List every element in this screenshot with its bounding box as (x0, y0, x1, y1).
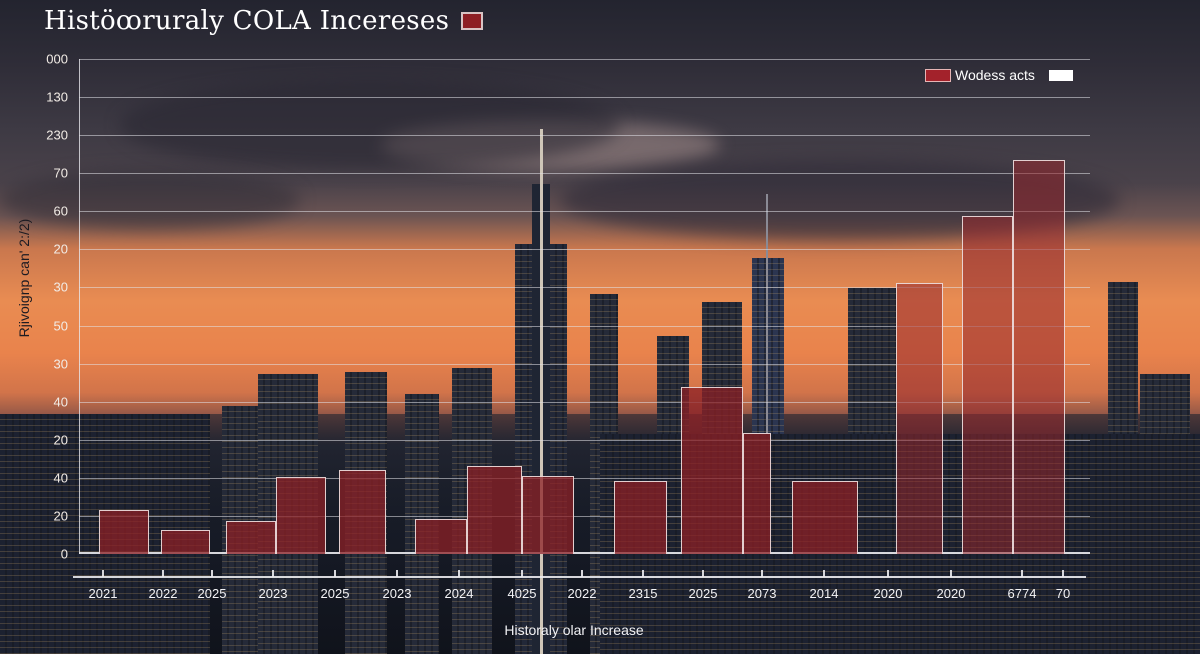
x-tick-label: 2073 (747, 586, 777, 601)
x-tick-label: 2014 (809, 586, 839, 601)
legend: Wodess acts (925, 67, 1073, 83)
x-tick-label: 2021 (88, 586, 118, 601)
x-axis-line (73, 576, 1086, 578)
y-tick-label: 0 (60, 546, 68, 562)
title-color-swatch (461, 12, 484, 30)
bar (896, 283, 943, 554)
bar (614, 480, 667, 554)
bar (339, 470, 386, 554)
x-tick-mark (642, 570, 644, 577)
bar (792, 480, 858, 554)
y-tick-label: 60 (53, 203, 68, 219)
gridline (79, 135, 1090, 137)
gridline (79, 97, 1090, 99)
x-tick-label: 70 (1055, 586, 1071, 601)
gridline (79, 363, 1090, 365)
bar (161, 530, 210, 554)
y-tick-label: 40 (53, 470, 68, 486)
baseline (79, 552, 1090, 554)
bar (1013, 160, 1065, 554)
bar (522, 475, 574, 554)
x-tick-label: 2020 (936, 586, 966, 601)
x-tick-label: 2025 (688, 586, 718, 601)
x-tick-mark (702, 570, 704, 577)
x-tick-label: 4025 (507, 586, 537, 601)
y-tick-label: 40 (53, 394, 68, 410)
x-tick-mark (1021, 570, 1023, 577)
x-tick-label: 2025 (320, 586, 350, 601)
y-tick-label: 30 (53, 279, 68, 295)
cloud (0, 170, 300, 230)
y-tick-label: 20 (53, 508, 68, 524)
plot-area (79, 59, 1090, 554)
legend-swatch-red (925, 68, 951, 82)
y-tick-label: 130 (46, 89, 68, 105)
bar (467, 466, 522, 554)
x-tick-mark (272, 570, 274, 577)
gridline (79, 59, 1090, 60)
bar (743, 432, 771, 554)
x-tick-mark (458, 570, 460, 577)
x-tick-mark (761, 570, 763, 577)
x-tick-label: 2022 (148, 586, 178, 601)
y-tick-label: 50 (53, 318, 68, 334)
bar (99, 510, 149, 554)
x-tick-label: 2023 (258, 586, 288, 601)
gridline (79, 325, 1090, 327)
y-tick-label: 230 (46, 127, 68, 143)
gridline (79, 211, 1090, 213)
x-tick-mark (950, 570, 952, 577)
bar (276, 477, 326, 554)
x-axis-label: Historaly olar Increase (504, 622, 644, 638)
gridline (79, 477, 1090, 479)
x-tick-label: 2024 (444, 586, 474, 601)
y-tick-label: 20 (53, 432, 68, 448)
legend-swatch-white (1048, 69, 1073, 81)
y-axis-line (79, 59, 80, 554)
chart-title-text: Histöꝏruraly COLA Incereses (44, 6, 450, 36)
x-tick-mark (334, 570, 336, 577)
y-tick-label: 000 (46, 51, 68, 67)
x-tick-mark (211, 570, 213, 577)
x-tick-mark (102, 570, 104, 577)
bar (415, 518, 467, 554)
x-tick-mark (1062, 570, 1064, 577)
y-tick-label: 70 (53, 165, 68, 181)
x-tick-label: 2315 (628, 586, 658, 601)
bar (962, 216, 1013, 554)
x-tick-mark (581, 570, 583, 577)
bar (681, 387, 743, 554)
x-tick-mark (823, 570, 825, 577)
x-tick-mark (396, 570, 398, 577)
bar (226, 520, 276, 554)
x-tick-label: 6774 (1007, 586, 1037, 601)
x-tick-label: 2022 (567, 586, 597, 601)
x-tick-label: 2020 (873, 586, 903, 601)
legend-label: Wodess acts (955, 67, 1035, 83)
cloud (120, 80, 620, 170)
y-tick-label: 30 (53, 356, 68, 372)
gridline (79, 401, 1090, 403)
x-tick-label: 2025 (197, 586, 227, 601)
x-tick-mark (521, 570, 523, 577)
x-tick-mark (162, 570, 164, 577)
gridline (79, 515, 1090, 517)
chart-title: Histöꝏruraly COLA Incereses (44, 6, 484, 36)
x-tick-label: 2023 (382, 586, 412, 601)
gridline (79, 287, 1090, 289)
gridline (79, 439, 1090, 441)
gridline (79, 173, 1090, 175)
x-tick-mark (887, 570, 889, 577)
y-tick-label: 20 (53, 241, 68, 257)
gridline (79, 249, 1090, 251)
